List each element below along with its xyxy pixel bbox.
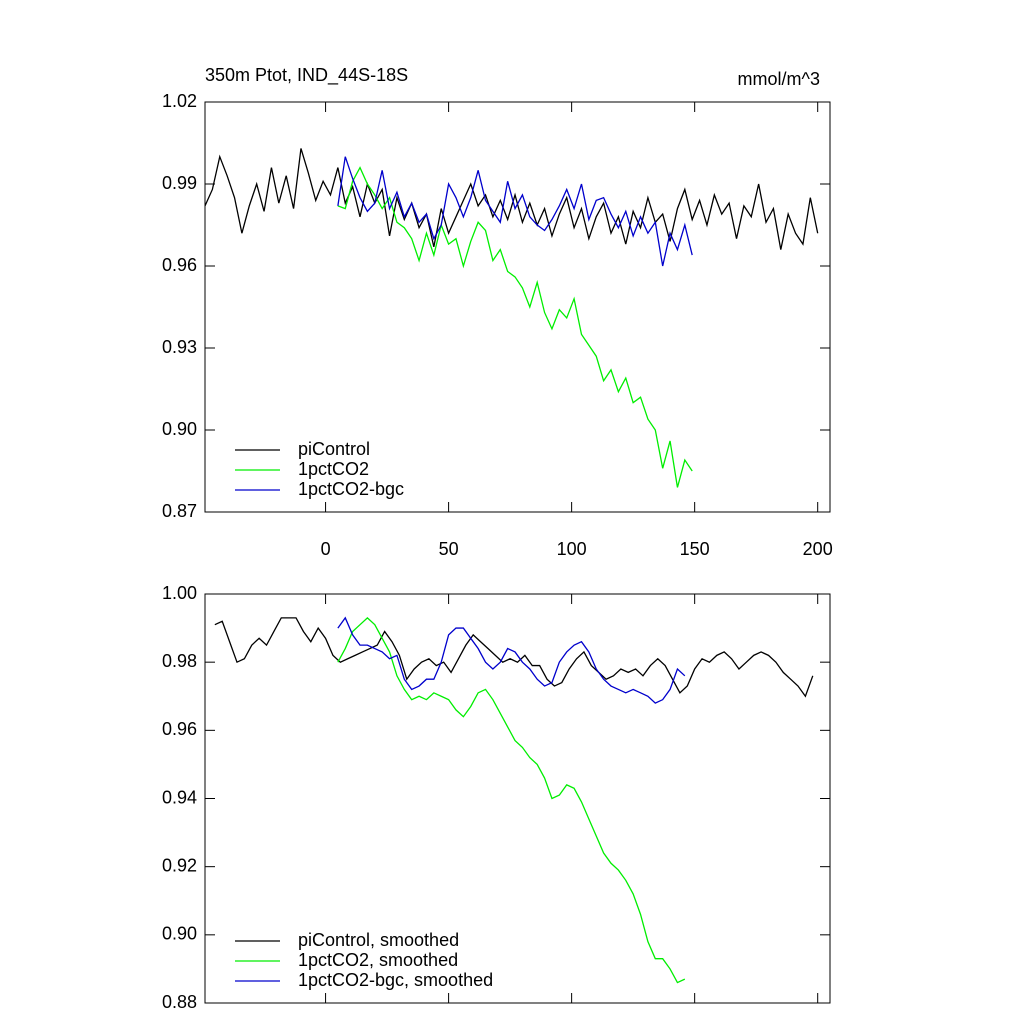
legend-label: 1pctCO2, smoothed [298, 950, 458, 970]
legend-label: 1pctCO2 [298, 459, 369, 479]
x-tick-label: 100 [557, 539, 587, 559]
x-tick-label: 200 [803, 539, 833, 559]
x-tick-label: 150 [680, 539, 710, 559]
y-tick-label: 0.96 [162, 719, 197, 739]
legend-label: piControl [298, 439, 370, 459]
data-line [337, 616, 686, 704]
data-line [337, 166, 693, 488]
y-tick-label: 0.94 [162, 787, 197, 807]
x-tick-label: 0 [321, 539, 331, 559]
y-tick-label: 0.92 [162, 855, 197, 875]
data-line [337, 616, 686, 984]
data-line [337, 156, 693, 267]
x-tick-label: 50 [439, 539, 459, 559]
plot-frame [204, 101, 831, 513]
y-tick-label: 0.88 [162, 992, 197, 1012]
units-label: mmol/m^3 [738, 69, 820, 89]
y-tick-label: 0.93 [162, 337, 197, 357]
y-tick-label: 0.87 [162, 501, 197, 521]
y-tick-label: 0.98 [162, 651, 197, 671]
y-tick-label: 0.96 [162, 255, 197, 275]
y-tick-label: 0.99 [162, 173, 197, 193]
data-line [204, 148, 819, 250]
y-tick-label: 0.90 [162, 419, 197, 439]
legend-label: piControl, smoothed [298, 930, 459, 950]
chart-title: 350m Ptot, IND_44S-18S [205, 65, 408, 86]
y-tick-label: 1.00 [162, 583, 197, 603]
legend-label: 1pctCO2-bgc, smoothed [298, 970, 493, 990]
data-line [214, 617, 814, 698]
legend-label: 1pctCO2-bgc [298, 479, 404, 499]
y-tick-label: 1.02 [162, 91, 197, 111]
y-tick-label: 0.90 [162, 924, 197, 944]
